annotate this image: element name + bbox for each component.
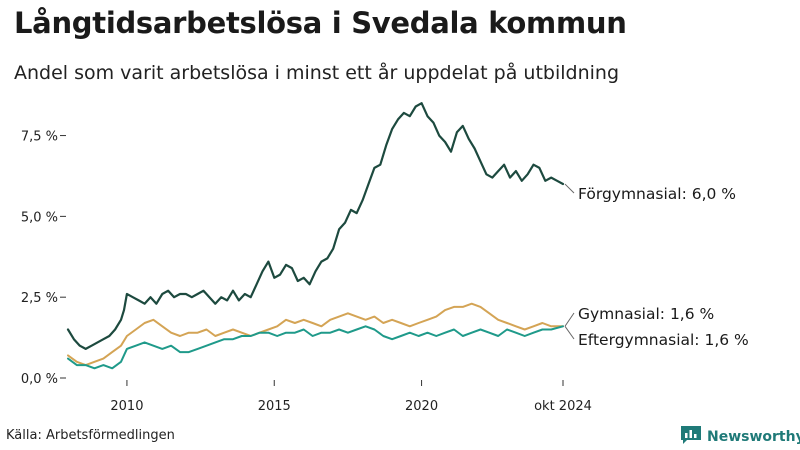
series-line-förgymnasial	[66, 102, 565, 350]
y-tick-label: 2,5 %	[21, 291, 58, 306]
y-tick-label: 7,5 %	[21, 130, 58, 145]
x-tick-label: 2010	[110, 399, 143, 414]
series-labels: Förgymnasial: 6,0 % Gymnasial: 1,6 % Efter…	[564, 183, 749, 349]
series-label: Förgymnasial: 6,0 %	[578, 185, 736, 203]
series-label-leader	[564, 312, 575, 327]
series-line-gymnasial	[67, 302, 564, 367]
series-lines	[66, 102, 565, 370]
chart-title: Långtidsarbetslösa i Svedala kommun	[14, 6, 627, 40]
chart-subtitle: Andel som varit arbetslösa i minst ett å…	[14, 62, 620, 84]
x-axis: 2010 2015 2020 okt 2024	[110, 380, 592, 414]
x-tick-label: 2020	[405, 399, 438, 414]
series-label-leader	[564, 325, 575, 340]
brand-name: Newsworthy	[707, 429, 800, 445]
x-tick-label: 2015	[258, 399, 291, 414]
y-tick-label: 0,0 %	[21, 372, 58, 387]
series-label: Gymnasial: 1,6 %	[578, 305, 714, 323]
y-tick-label: 5,0 %	[21, 210, 58, 225]
newsworthy-logo-icon	[680, 425, 702, 449]
source-note: Källa: Arbetsförmedlingen	[6, 428, 175, 443]
series-label-leader	[564, 183, 575, 194]
y-axis: 0,0 % 2,5 % 5,0 % 7,5 %	[21, 130, 66, 387]
series-line-eftergymnasial	[67, 325, 564, 370]
brand[interactable]: Newsworthy	[680, 425, 800, 449]
series-label: Eftergymnasial: 1,6 %	[578, 331, 749, 349]
x-tick-label: okt 2024	[534, 399, 592, 414]
